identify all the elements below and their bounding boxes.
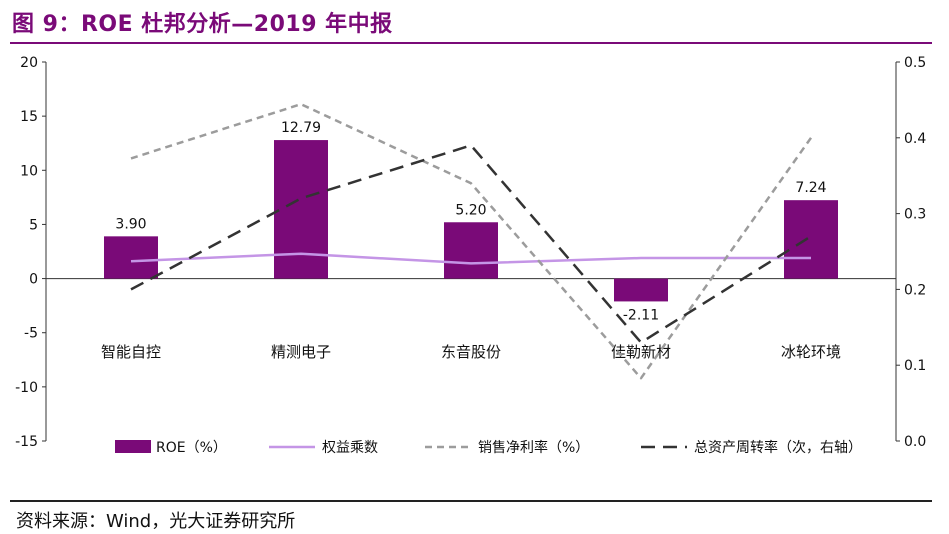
right-tick-label: 0.2 [904,282,926,298]
dupont-chart: 20 15 10 5 0 -5 -10 -15 0.5 0.4 0.3 0.2 0.1 0.0 智能自控 精测… [15,55,926,456]
data-labels: 3.90 12.79 5.20 -2.11 7.24 [115,120,826,323]
title-rule [10,42,932,44]
legend-equity-label: 权益乘数 [322,440,378,456]
left-tick-label: 20 [20,55,38,71]
left-tick-label: -15 [15,434,38,450]
legend-net-margin-label: 销售净利率（%） [478,439,589,456]
roe-bar [444,222,498,279]
right-tick-label: 0.4 [904,131,926,147]
right-tick-label: 0.5 [904,55,926,71]
category-label: 冰轮环境 [781,343,841,361]
left-tick-label: 10 [20,163,38,179]
category-label: 智能自控 [101,343,161,361]
roe-bar [104,236,158,279]
left-tick-label: 5 [29,217,38,233]
axes: 20 15 10 5 0 -5 -10 -15 0.5 0.4 0.3 0.2 0.1 0.0 智能自控 精测… [15,55,926,450]
roe-data-label: 7.24 [795,180,826,196]
category-label: 精测电子 [271,343,331,361]
source-note: 资料来源：Wind，光大证券研究所 [16,511,296,532]
roe-bar [614,278,668,302]
roe-data-label: 12.79 [281,120,321,136]
right-tick-label: 0.0 [904,434,926,450]
legend-roe-label: ROE（%） [156,440,227,456]
roe-bar [784,200,838,279]
roe-data-label: 5.20 [455,202,486,218]
series-lines [130,102,813,380]
right-tick-label: 0.3 [904,207,926,223]
legend: ROE（%） 权益乘数 销售净利率（%） 总资产周转率（次，右轴） [115,439,862,456]
roe-bar [274,140,328,279]
roe-data-label: -2.11 [623,307,659,323]
net-margin-line [130,102,813,380]
left-tick-label: 15 [20,109,38,125]
figure-title: 图 9：ROE 杜邦分析—2019 年中报 [12,12,393,37]
legend-asset-turnover-label: 总资产周转率（次，右轴） [694,439,862,456]
left-tick-label: -5 [24,326,38,342]
footer-rule [10,500,932,502]
right-tick-label: 0.1 [904,358,926,374]
equity-multiplier-line [130,252,811,265]
roe-bars [104,140,838,302]
legend-roe-swatch [115,440,151,453]
category-label: 东音股份 [441,343,501,361]
roe-data-label: 3.90 [115,216,146,232]
left-tick-label: 0 [29,272,38,288]
left-tick-label: -10 [15,380,38,396]
category-label: 佳勒新材 [611,343,671,361]
